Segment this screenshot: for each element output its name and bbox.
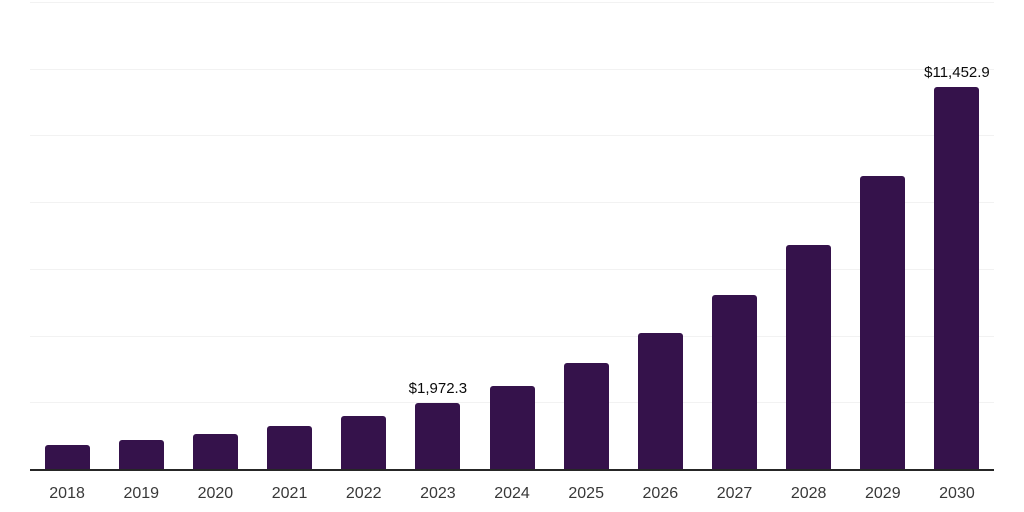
x-axis-labels: 2018 2019 2020 2021 2022 2023 2024 2025 2026 2027… xyxy=(30,484,994,503)
x-axis-tick-label-2024: 2024 xyxy=(494,485,530,502)
gridline xyxy=(30,202,994,204)
bar-value-label-2030: $11,452.9 xyxy=(924,63,990,81)
bar-2018[interactable] xyxy=(44,445,90,469)
x-axis-tick-label-2026: 2026 xyxy=(642,485,679,502)
bar-2030[interactable] xyxy=(934,86,980,469)
bar-2023[interactable] xyxy=(415,403,461,469)
x-axis-tick-label-2028: 2028 xyxy=(790,485,827,502)
bar-slot-2028 xyxy=(772,245,846,469)
bar-2029[interactable] xyxy=(860,175,906,469)
bar-slot-2030: $11,452.9 xyxy=(920,64,994,469)
bar-slot-2020 xyxy=(178,433,252,469)
x-axis-tick-label-2023: 2023 xyxy=(420,485,456,502)
x-axis-tick-label-2029: 2029 xyxy=(865,485,901,502)
plot-area: $1,972.3 $11,452.9 2018 2019 2020 2021 2022 20… xyxy=(30,0,994,512)
x-axis-tick-label-2025: 2025 xyxy=(568,485,604,502)
bar-slot-2021 xyxy=(252,425,326,469)
x-axis-tick-label-2020: 2020 xyxy=(197,485,234,502)
gridline xyxy=(30,68,994,70)
bar-2026[interactable] xyxy=(637,333,683,469)
x-axis-tick-label-2022: 2022 xyxy=(345,485,382,502)
gridline xyxy=(30,135,994,137)
x-axis-tick-label-2021: 2021 xyxy=(271,485,308,502)
gridline xyxy=(30,268,994,270)
gridline xyxy=(30,335,994,337)
bars-layer: $1,972.3 $11,452.9 xyxy=(30,0,994,469)
gridline xyxy=(30,2,994,3)
x-axis-line xyxy=(30,469,994,471)
bar-2027[interactable] xyxy=(711,294,757,469)
bar-slot-2018 xyxy=(30,445,104,469)
bar-slot-2024 xyxy=(475,386,549,469)
bar-2025[interactable] xyxy=(563,363,609,469)
x-axis-tick-label-2018: 2018 xyxy=(49,485,85,502)
bar-slot-2025 xyxy=(549,363,623,469)
x-axis-tick-label-2019: 2019 xyxy=(123,485,160,502)
bar-slot-2019 xyxy=(104,439,178,469)
x-axis-tick-label-2030: 2030 xyxy=(939,485,975,502)
bar-slot-2026 xyxy=(623,333,697,469)
bar-2020[interactable] xyxy=(192,433,238,469)
bar-2024[interactable] xyxy=(489,386,535,469)
bar-slot-2029 xyxy=(846,175,920,469)
bar-2022[interactable] xyxy=(341,416,387,469)
bar-value-label-2023: $1,972.3 xyxy=(408,380,468,398)
bar-slot-2022 xyxy=(327,416,401,469)
x-axis-tick-label-2027: 2027 xyxy=(716,485,753,502)
bar-2019[interactable] xyxy=(118,439,164,469)
bar-2028[interactable] xyxy=(786,245,832,469)
bar-slot-2023: $1,972.3 xyxy=(401,380,475,469)
bar-2021[interactable] xyxy=(267,425,313,469)
bar-slot-2027 xyxy=(697,294,771,469)
